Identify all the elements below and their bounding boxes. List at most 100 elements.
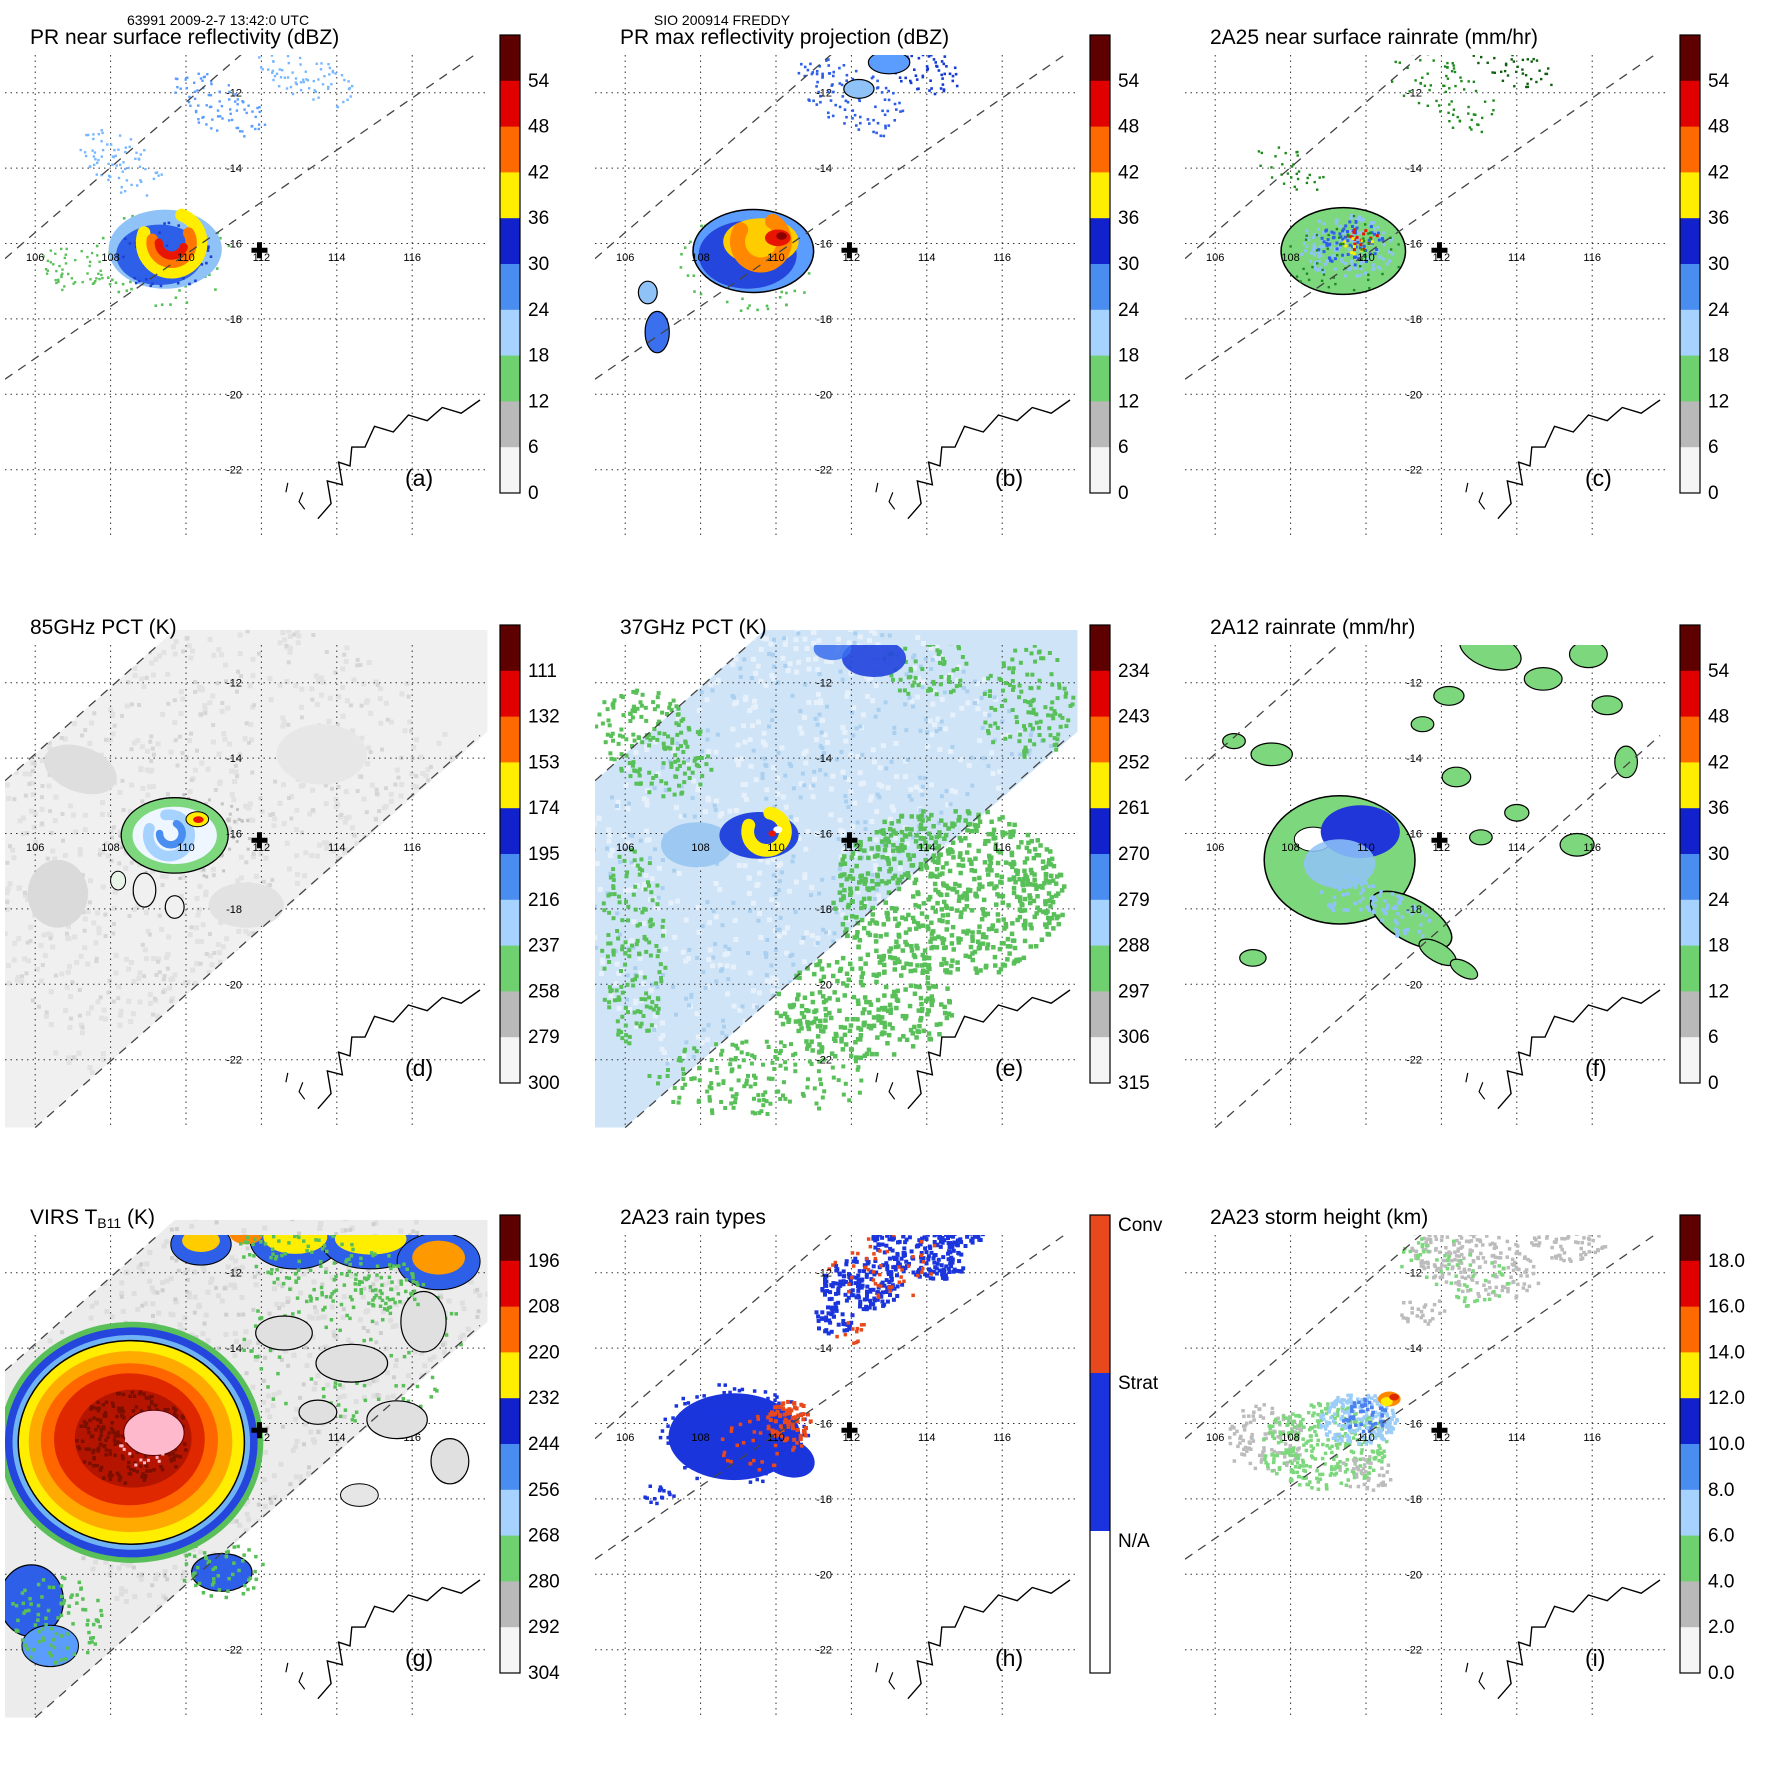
- lon-label: 106: [616, 1432, 634, 1444]
- colorbar-tick: 14.0: [1708, 1342, 1745, 1363]
- panel-letter: (c): [1585, 465, 1612, 491]
- colorbar-tick: 216: [528, 890, 560, 911]
- colorbar-tick: 300: [528, 1073, 560, 1094]
- panel-title-text: 2A23 rain types: [620, 1206, 766, 1229]
- colorbar-tick: 279: [1118, 890, 1150, 911]
- swath-edge-lines: [595, 1235, 1066, 1560]
- map-c: 106 108 110 112 114 116-12-14-16-18-20-22 (c)5…: [1185, 34, 1730, 538]
- colorbar-tick: 16.0: [1708, 1297, 1745, 1318]
- colorbar-tick: 24: [528, 300, 550, 321]
- lon-label: 106: [1206, 842, 1224, 854]
- lon-label: 116: [1583, 1432, 1601, 1444]
- colorbar-tick: 196: [528, 1251, 560, 1272]
- lat-label: -18: [226, 314, 242, 326]
- lat-label: -20: [226, 389, 242, 401]
- cross-marker: [841, 242, 858, 259]
- panel-title-g: VIRS TB11 (K): [30, 1206, 155, 1231]
- swath-edge-lines: [5, 1235, 481, 1718]
- colorbar-tick: 18: [1118, 346, 1139, 367]
- data-features: [1222, 645, 1639, 980]
- colorbar-tick: 54: [528, 71, 550, 92]
- map-b: 106 108 110 112 114 116-12-14-16-18-20-22 (b)5…: [595, 34, 1140, 538]
- coastline: [875, 399, 1071, 520]
- colorbar-tick: 42: [1708, 162, 1729, 183]
- panel-c: 2A25 near surface rainrate (mm/hr) 106 108…: [1180, 0, 1770, 590]
- swath-edge-lines: [595, 645, 1071, 1128]
- lat-label: -14: [816, 753, 832, 765]
- lat-label: -12: [816, 88, 832, 100]
- lat-label: -12: [226, 1268, 242, 1280]
- map-i: 106 108 110 112 114 116-12-14-16-18-20-22 (i)1…: [1185, 1214, 1745, 1718]
- colorbar: 234 243 252 261 270 279 288 297 306 315: [1089, 624, 1150, 1094]
- colorbar-tick: 234: [1118, 661, 1150, 682]
- lat-label: -16: [226, 829, 242, 841]
- panel-e: 37GHz PCT (K) 106 108 110 112 114 116 -12 -14 -16…: [590, 590, 1180, 1180]
- map-gridlines: [595, 1235, 1078, 1718]
- panel-letter: (b): [995, 465, 1023, 491]
- colorbar-tick: 18: [528, 346, 549, 367]
- lon-label: 108: [1281, 842, 1299, 854]
- colorbar-tick: 18.0: [1708, 1251, 1745, 1272]
- map-gridlines: [5, 645, 488, 1128]
- cross-marker: [251, 242, 268, 259]
- colorbar-tick: 280: [528, 1571, 560, 1592]
- swath-edge-lines: [5, 645, 481, 1128]
- lon-label: 110: [177, 842, 195, 854]
- lat-label: -16: [226, 239, 242, 251]
- lat-label: -16: [1406, 829, 1422, 841]
- panel-title-text: 2A25 near surface rainrate (mm/hr): [1210, 26, 1538, 49]
- colorbar: 111 132 153 174 195 216 237 258 279 300: [499, 624, 560, 1094]
- colorbar-tick: 18: [1708, 346, 1729, 367]
- coastline: [285, 399, 481, 520]
- lat-label: -12: [1406, 678, 1422, 690]
- lon-label: 116: [993, 252, 1011, 264]
- lat-label: -14: [816, 1343, 832, 1355]
- panel-title-d: 85GHz PCT (K): [30, 616, 177, 640]
- colorbar-tick: 237: [528, 936, 560, 957]
- lat-label: -12: [1406, 88, 1422, 100]
- lon-label: 114: [918, 1432, 936, 1444]
- lat-label: -12: [226, 88, 242, 100]
- colorbar-tick: 48: [1708, 707, 1729, 728]
- cross-marker: [841, 1422, 858, 1439]
- panel-d: 85GHz PCT (K) 106 108 110 112 114 116 -12 -14 -16…: [0, 590, 590, 1180]
- colorbar-tick: 232: [528, 1388, 560, 1409]
- lon-label: 114: [918, 252, 936, 264]
- lat-label: -14: [816, 163, 832, 175]
- data-features: [27, 724, 367, 928]
- lon-label: 116: [1583, 252, 1601, 264]
- panel-title-units: (K): [121, 1206, 155, 1229]
- panel-title-f: 2A12 rainrate (mm/hr): [1210, 616, 1415, 640]
- swath-edge-lines: [1185, 1235, 1656, 1560]
- cross-marker: [841, 832, 858, 849]
- colorbar-tick: 24: [1118, 300, 1140, 321]
- colorbar: 54 48 42 36 30 24 18 12 6 0: [1679, 624, 1730, 1094]
- colorbar-tick: 6: [528, 437, 539, 458]
- lat-label: -16: [816, 1419, 832, 1431]
- colorbar-tick: 10.0: [1708, 1434, 1745, 1455]
- colorbar-tick: 0: [1118, 483, 1129, 504]
- lat-label: -22: [1406, 1055, 1422, 1067]
- colorbar-tick: 42: [1708, 752, 1729, 773]
- lat-label: -18: [226, 904, 242, 916]
- panel-letter: (d): [405, 1055, 433, 1081]
- lon-label: 108: [101, 842, 119, 854]
- lat-label: -18: [1406, 314, 1422, 326]
- lat-label: -22: [816, 1645, 832, 1657]
- colorbar-tick: 306: [1118, 1027, 1150, 1048]
- colorbar-tick: 12.0: [1708, 1388, 1745, 1409]
- panel-title-c: 2A25 near surface rainrate (mm/hr): [1210, 26, 1538, 50]
- colorbar-tick: 12: [1708, 981, 1729, 1002]
- lon-label: 114: [1508, 1432, 1526, 1444]
- panel-g: VIRS TB11 (K)106108110112114116-12-14-16…: [0, 1180, 590, 1770]
- lat-label: -18: [1406, 904, 1422, 916]
- coastline: [1465, 989, 1661, 1110]
- colorbar-label: Conv: [1118, 1215, 1163, 1236]
- lon-label: 110: [1357, 842, 1375, 854]
- lat-label: -14: [226, 163, 242, 175]
- lon-label: 108: [691, 1432, 709, 1444]
- lat-label: -22: [816, 465, 832, 477]
- lon-label: 106: [1206, 252, 1224, 264]
